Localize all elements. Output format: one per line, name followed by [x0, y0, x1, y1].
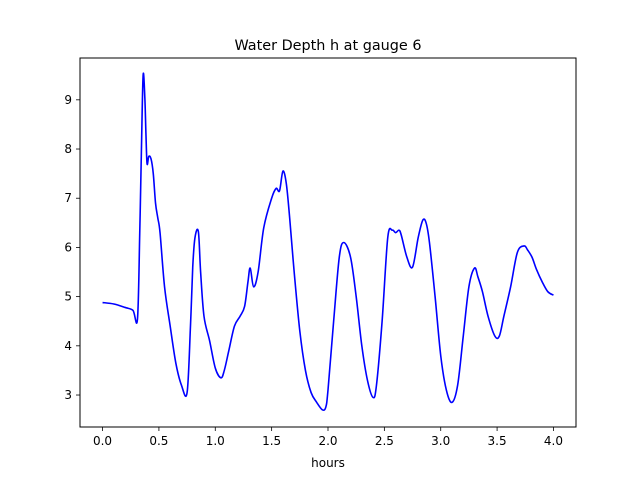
x-tick-label: 3.5 — [488, 434, 507, 448]
y-axis-ticks: 3 4 5 6 7 8 9 — [64, 93, 80, 402]
y-tick-label: 5 — [64, 290, 72, 304]
x-tick-label: 2.0 — [318, 434, 337, 448]
y-tick-label: 3 — [64, 388, 72, 402]
x-tick-label: 1.5 — [262, 434, 281, 448]
x-tick-label: 4.0 — [544, 434, 563, 448]
y-tick-label: 9 — [64, 93, 72, 107]
series-line-0 — [102, 72, 554, 412]
chart-title: Water Depth h at gauge 6 — [234, 38, 421, 54]
y-tick-label: 8 — [64, 142, 72, 156]
x-tick-label: 2.5 — [375, 434, 394, 448]
x-tick-label: 3.0 — [431, 434, 450, 448]
x-tick-label: 0.0 — [93, 434, 112, 448]
series-layer — [102, 72, 554, 412]
x-axis-ticks: 0.0 0.5 1.0 1.5 2.0 2.5 3.0 3.5 4.0 — [93, 427, 563, 448]
y-tick-label: 6 — [64, 240, 72, 254]
plot-area — [80, 58, 576, 427]
y-tick-label: 7 — [64, 191, 72, 205]
x-tick-label: 0.5 — [149, 434, 168, 448]
y-tick-label: 4 — [64, 339, 72, 353]
x-tick-label: 1.0 — [206, 434, 225, 448]
x-axis-label: hours — [311, 456, 345, 470]
